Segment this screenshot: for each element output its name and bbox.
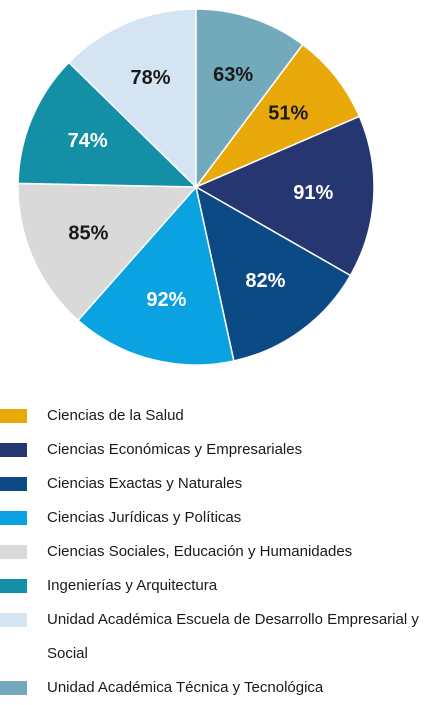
- legend-item: Unidad Académica Escuela de Desarrollo E…: [0, 603, 432, 671]
- pie-slice: [77, 185, 235, 366]
- data-label: 82%: [245, 270, 285, 292]
- legend-item: Ingenierías y Arquitectura: [0, 569, 432, 603]
- legend-swatch: [0, 409, 27, 423]
- data-label: 63%: [213, 64, 253, 86]
- pie-slice: [67, 8, 197, 189]
- legend-label: Ciencias Jurídicas y Políticas: [47, 509, 242, 526]
- legend-item: Ciencias Sociales, Educación y Humanidad…: [0, 535, 432, 569]
- legend-label: Unidad Académica Técnica y Tecnológica: [47, 679, 324, 696]
- legend-item: Ciencias Económicas y Empresariales: [0, 433, 432, 467]
- legend-swatch: [0, 511, 27, 525]
- legend-swatch: [0, 477, 27, 491]
- legend-label: Ciencias de la Salud: [47, 407, 184, 424]
- pie-slice: [193, 43, 361, 189]
- legend-label: Ciencias Sociales, Educación y Humanidad…: [47, 543, 353, 560]
- legend-label: Ciencias Económicas y Empresariales: [47, 441, 303, 458]
- pie-slice: [194, 115, 375, 277]
- data-label: 74%: [68, 130, 108, 152]
- legend-item: Ciencias Jurídicas y Políticas: [0, 501, 432, 535]
- data-label: 51%: [268, 103, 308, 125]
- legend-label: Ingenierías y Arquitectura: [47, 577, 218, 594]
- pie-slice: [17, 61, 198, 188]
- data-label: 85%: [68, 222, 108, 244]
- legend-swatch: [0, 681, 27, 695]
- legend-item: Ciencias Exactas y Naturales: [0, 467, 432, 501]
- legend-swatch: [0, 443, 27, 457]
- legend-swatch: [0, 579, 27, 593]
- pie-slice: [194, 185, 352, 362]
- chart: 51% 91% 82% 92% 85% 74% 78% 63%: [17, 8, 375, 366]
- data-label: 78%: [130, 67, 170, 89]
- legend-swatch: [0, 613, 27, 627]
- data-label: 92%: [146, 289, 186, 311]
- legend: Ciencias de la Salud Ciencias Económicas …: [0, 399, 432, 705]
- legend-swatch: [0, 545, 27, 559]
- legend-item: Unidad Académica Técnica y Tecnológica: [0, 671, 432, 705]
- pie-slice: [195, 8, 304, 190]
- legend-item: Ciencias de la Salud: [0, 399, 432, 433]
- data-label: 91%: [293, 182, 333, 204]
- legend-label: Unidad Académica Escuela de Desarrollo E…: [47, 611, 419, 662]
- pie-slice: [17, 182, 198, 322]
- legend-label: Ciencias Exactas y Naturales: [47, 475, 243, 492]
